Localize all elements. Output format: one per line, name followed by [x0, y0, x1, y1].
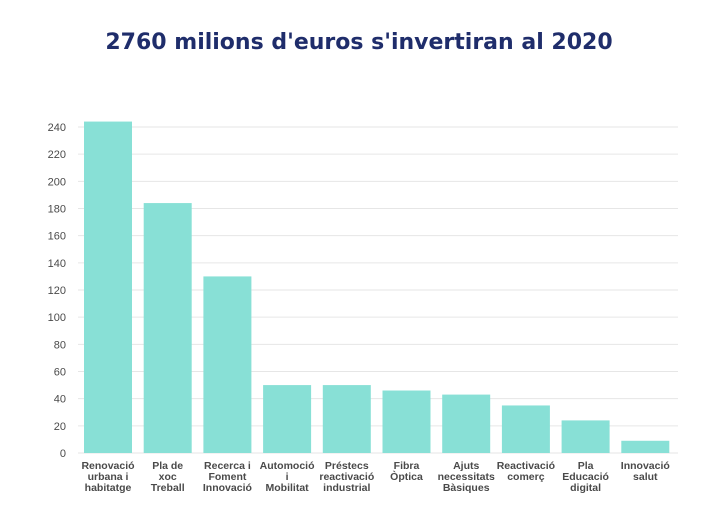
bar	[501, 405, 550, 453]
x-tick-label: Pla de xoc Treball	[151, 460, 185, 494]
x-axis-ticks: Renovació urbana i habitatge Pla de xoc Treba…	[81, 460, 669, 494]
y-tick-label: 140	[48, 258, 66, 270]
x-tick-label: Innovació salut	[621, 460, 670, 483]
x-tick-label-line: Pla de	[152, 460, 183, 472]
x-tick-label-line: Òptica	[390, 470, 423, 483]
x-tick-label: Préstecs reactivació industrial	[319, 460, 374, 494]
x-tick-label-line: Ajuts	[453, 460, 479, 472]
x-tick-label-line: Renovació	[81, 460, 134, 472]
x-tick-label-line: industrial	[323, 482, 370, 494]
bar	[84, 121, 132, 454]
bar	[263, 385, 312, 453]
y-tick-label: 60	[54, 367, 66, 379]
x-tick-label: Automoció i Mobilitat	[260, 460, 315, 494]
x-tick-label-line: i	[286, 471, 289, 483]
x-tick-label-line: habitatge	[85, 482, 132, 494]
x-tick-label-line: urbana i	[88, 471, 129, 483]
x-tick-label-line: salut	[633, 471, 658, 483]
x-tick-label-line: reactivació	[319, 471, 374, 483]
y-tick-label: 20	[54, 421, 66, 433]
x-tick-label-line: Mobilitat	[266, 482, 310, 494]
chart-title: 2760 milions d'euros s'invertiran al 202…	[105, 30, 613, 55]
x-tick-label-line: digital	[570, 482, 601, 494]
x-tick-label-line: Innovació	[203, 482, 252, 494]
y-tick-label: 200	[48, 176, 66, 188]
y-tick-label: 40	[54, 394, 66, 406]
x-tick-label-line: Préstecs	[325, 460, 369, 472]
x-tick-label: Renovació urbana i habitatge	[81, 460, 134, 494]
bar	[442, 394, 491, 453]
y-tick-label: 100	[48, 312, 66, 324]
x-tick-label-line: necessitats	[438, 471, 495, 483]
x-tick-label-line: comerç	[507, 471, 545, 483]
x-tick-label-line: Fibra	[394, 460, 420, 472]
x-tick-label-line: Recerca i	[204, 460, 251, 472]
bar	[382, 390, 431, 453]
y-axis-ticks: 0 20 40 60 80 100 120 140 160 180 200 220 240	[48, 122, 66, 460]
bar	[621, 440, 670, 453]
y-tick-label: 0	[60, 448, 66, 460]
x-tick-label-line: Educació	[562, 471, 609, 483]
x-tick-label-line: Reactivació	[497, 460, 555, 472]
bar	[322, 385, 371, 453]
y-tick-label: 240	[48, 122, 66, 134]
bar	[143, 203, 192, 453]
x-tick-label-line: Foment	[208, 471, 246, 483]
y-tick-label: 220	[48, 149, 66, 161]
x-tick-label: Pla Educació digital	[562, 460, 609, 494]
x-tick-label-line: Bàsiques	[443, 482, 490, 494]
x-tick-label-line: Innovació	[621, 460, 670, 472]
x-tick-label: Fibra Òptica	[390, 460, 423, 483]
x-tick-label: Recerca i Foment Innovació	[203, 460, 252, 494]
bar	[561, 420, 610, 453]
y-tick-label: 160	[48, 231, 66, 243]
y-tick-label: 120	[48, 285, 66, 297]
x-tick-label: Ajuts necessitats Bàsiques	[438, 460, 495, 494]
x-tick-label: Reactivació comerç	[497, 460, 555, 483]
x-tick-label-line: Pla	[578, 460, 594, 472]
bar	[203, 276, 252, 453]
bars	[84, 121, 670, 454]
y-tick-label: 80	[54, 339, 66, 351]
x-tick-label-line: Automoció	[260, 460, 315, 472]
x-tick-label-line: Treball	[151, 482, 185, 494]
y-tick-label: 180	[48, 204, 66, 216]
x-tick-label-line: xoc	[159, 471, 177, 483]
